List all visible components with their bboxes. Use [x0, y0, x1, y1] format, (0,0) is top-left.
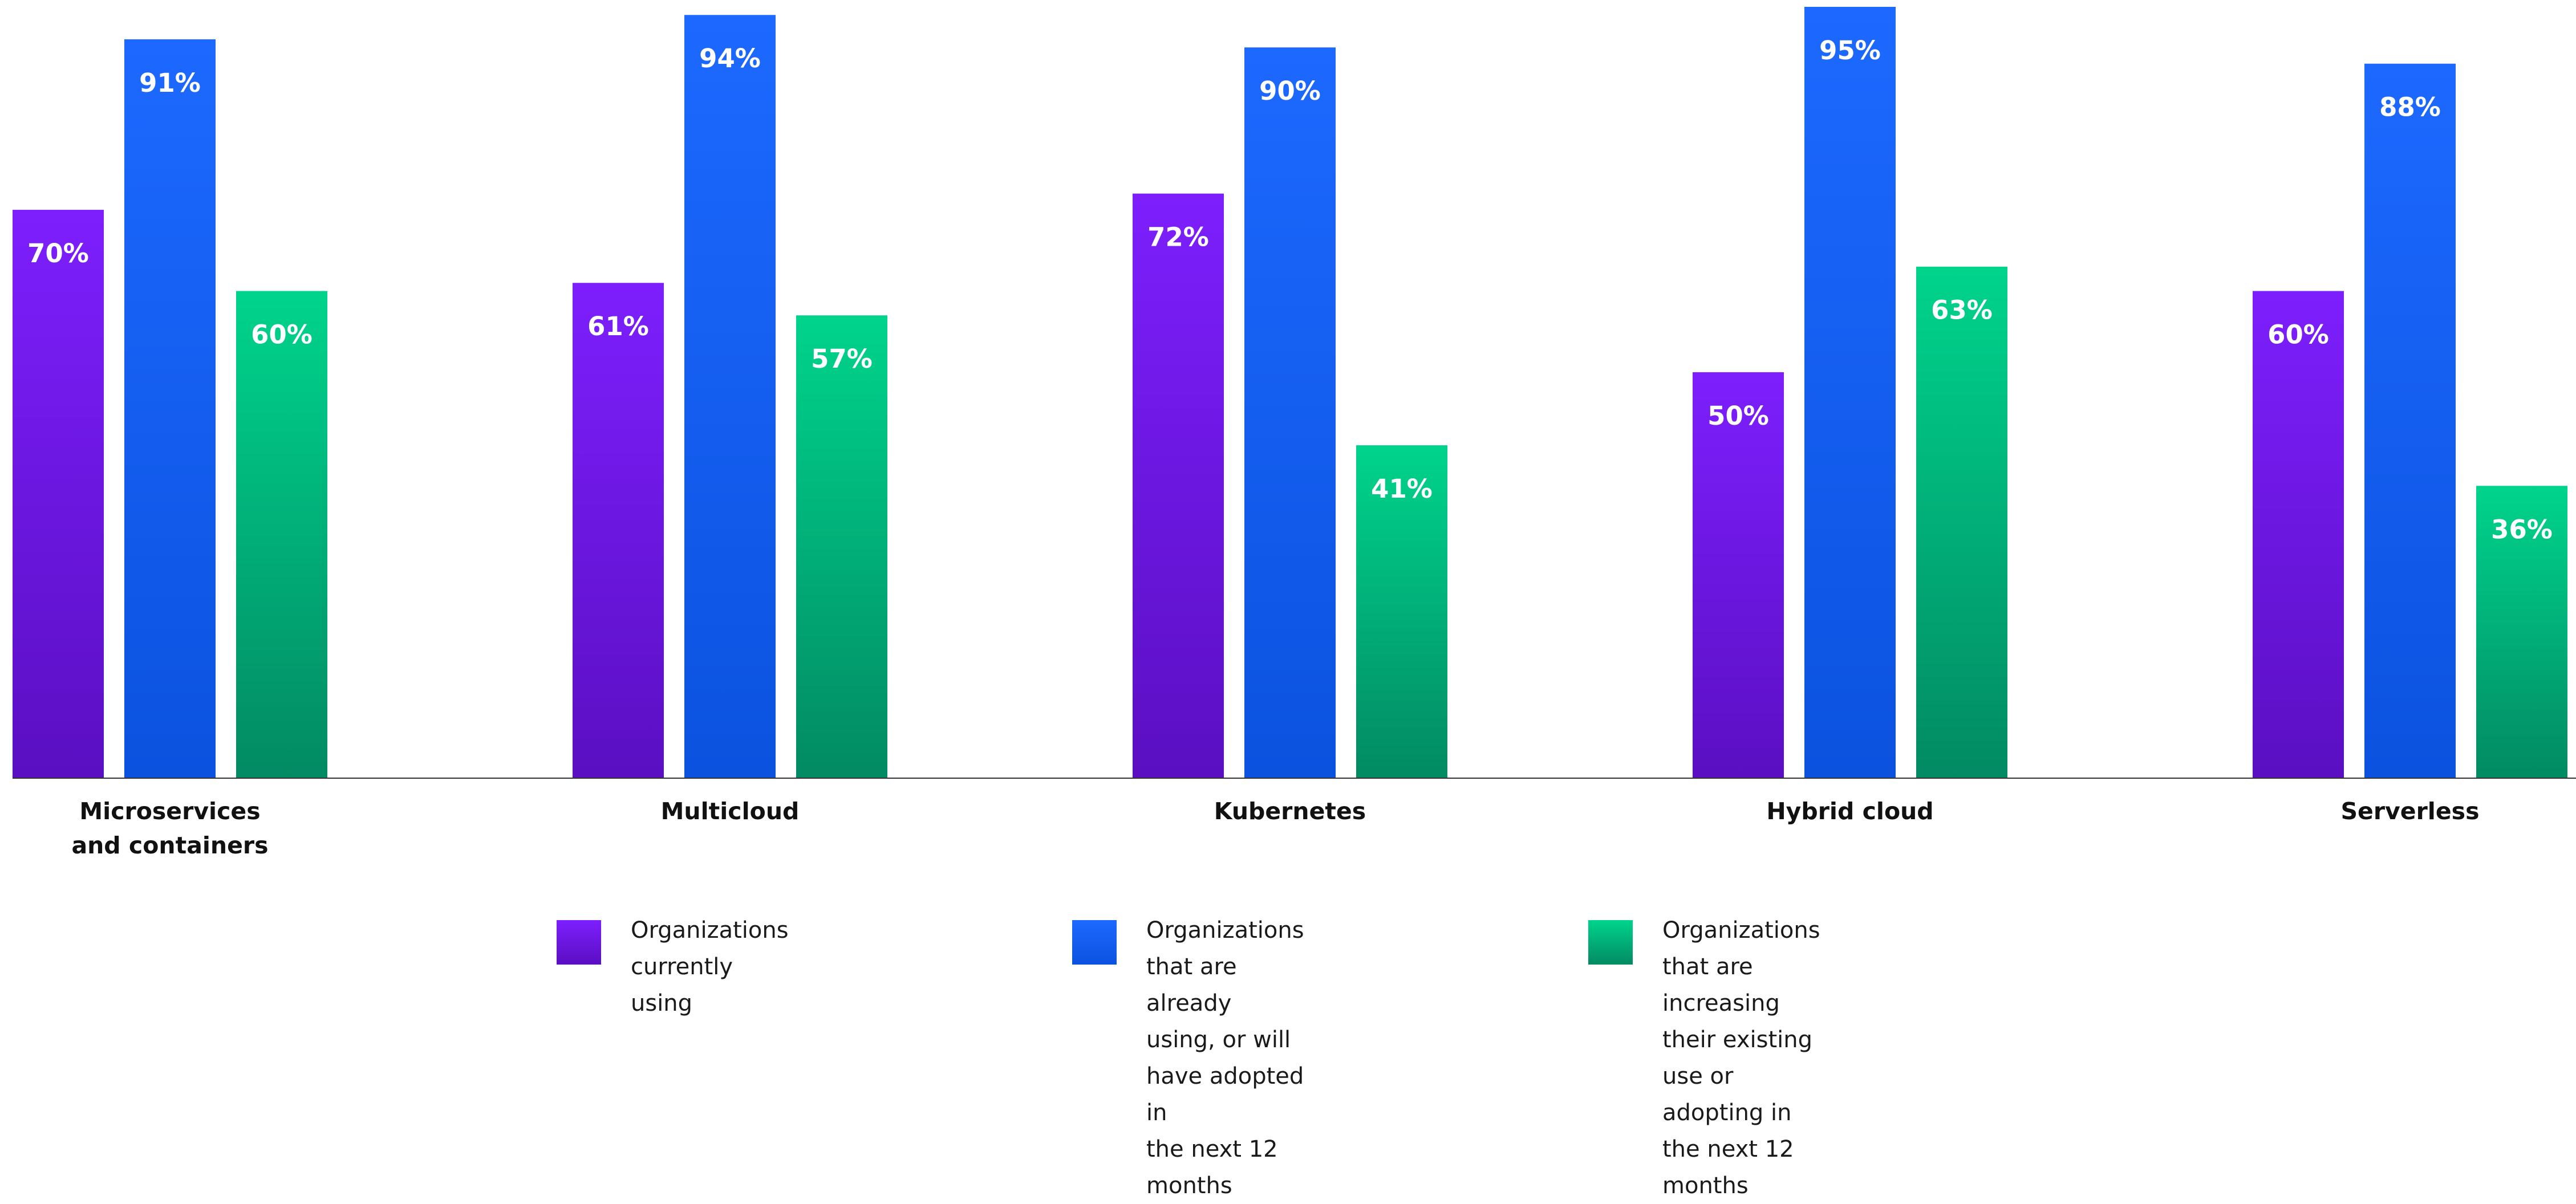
bar-green-4 — [2476, 486, 2567, 778]
bar-value-label: 88% — [2379, 92, 2441, 123]
bar-value-label: 61% — [587, 311, 649, 341]
category-label: Multicloud — [661, 798, 800, 825]
bar-blue-2 — [1244, 47, 1336, 778]
bar-purple-2 — [1133, 193, 1224, 779]
legend-swatch-green — [1588, 920, 1633, 965]
chart: 70% 91% 60% 61% 94% 57% 72% 90% 41% 50% 95% 63% 60% 8… — [0, 7, 2576, 1199]
bar-value-label: 91% — [139, 68, 201, 98]
bar-value-label: 63% — [1931, 295, 1993, 326]
category-label: Microservices and containers — [71, 798, 268, 859]
legend-swatch-purple — [557, 920, 601, 965]
bar-value-label: 60% — [2267, 319, 2329, 349]
bar-purple-0 — [13, 210, 104, 779]
legend-label: Organizations that are already using, or… — [1146, 917, 1304, 1199]
bar-green-2 — [1356, 445, 1447, 778]
category-label: Serverless — [2341, 798, 2480, 825]
bar-green-1 — [796, 315, 887, 778]
category-label: Hybrid cloud — [1766, 798, 1933, 825]
bar-value-label: 72% — [1147, 222, 1209, 253]
category-label: Kubernetes — [1214, 798, 1366, 825]
bar-value-label: 95% — [1819, 35, 1881, 66]
bar-value-label: 36% — [2491, 514, 2553, 544]
category-labels: Microservices and containers Multicloud Kub… — [71, 798, 2479, 859]
bars-layer: 70% 91% 60% 61% 94% 57% 72% 90% 41% 50% 95% 63% 60% 8… — [13, 7, 2567, 779]
bar-value-label: 90% — [1259, 76, 1321, 106]
bar-green-0 — [236, 291, 327, 778]
bar-value-label: 60% — [251, 319, 313, 349]
legend-swatch-blue — [1072, 920, 1117, 965]
bar-value-label: 50% — [1707, 401, 1769, 431]
bar-purple-1 — [573, 283, 664, 778]
bar-blue-0 — [124, 39, 216, 779]
bar-blue-1 — [684, 15, 776, 779]
bar-purple-4 — [2253, 291, 2344, 778]
bar-chart: 70% 91% 60% 61% 94% 57% 72% 90% 41% 50% 95% 63% 60% 8… — [13, 7, 2576, 859]
bar-value-label: 94% — [699, 43, 761, 74]
bar-value-label: 41% — [1371, 474, 1433, 504]
legend-label: Organizations currently using — [631, 917, 789, 1016]
bar-purple-3 — [1693, 372, 1784, 778]
bar-blue-3 — [1804, 7, 1896, 778]
bar-blue-4 — [2364, 63, 2456, 779]
bar-value-label: 57% — [811, 344, 873, 374]
bar-green-3 — [1916, 266, 2007, 778]
legend-label: Organizations that are increasing their … — [1662, 917, 1820, 1199]
bar-value-label: 70% — [27, 238, 89, 269]
legend: Organizations currently using Organizati… — [0, 912, 2576, 1199]
